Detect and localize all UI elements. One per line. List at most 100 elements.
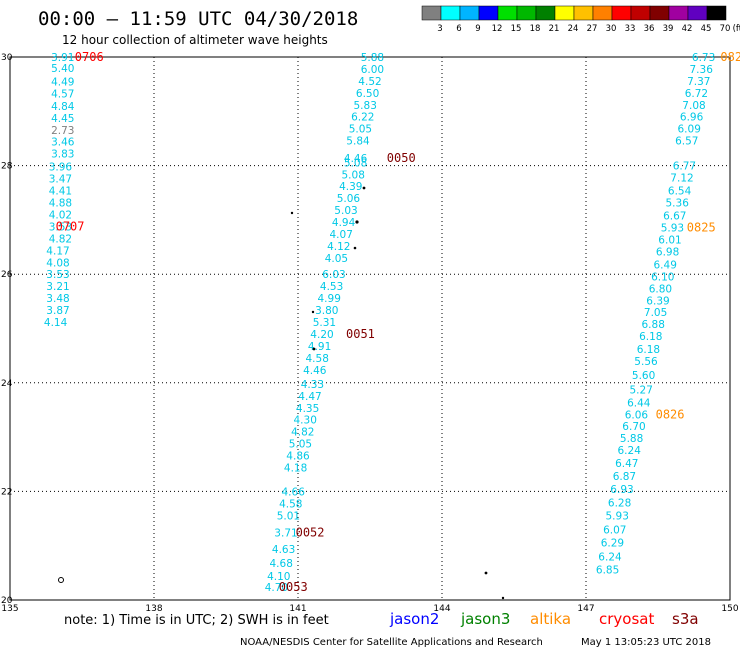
wave-height-value: 4.02 bbox=[49, 209, 72, 221]
wave-height-value: 4.07 bbox=[330, 229, 353, 241]
latitude-tick-label: 24 bbox=[1, 379, 13, 389]
wave-height-value: 4.33 bbox=[301, 379, 324, 391]
wave-height-value: 6.50 bbox=[356, 88, 379, 100]
wave-height-value: 6.44 bbox=[627, 397, 651, 409]
wave-height-value: 6.01 bbox=[658, 234, 681, 246]
colorbar-swatch bbox=[535, 5, 556, 21]
wave-height-value: 4.35 bbox=[296, 403, 319, 415]
satellite-legend-cryosat: cryosat bbox=[599, 610, 654, 628]
pass-time-label: 0050 bbox=[387, 151, 416, 165]
colorbar-label: 24 bbox=[568, 24, 579, 34]
island-marker bbox=[311, 310, 315, 314]
island-marker bbox=[58, 577, 64, 583]
wave-height-value: 5.83 bbox=[354, 100, 377, 112]
pass-time-label: 0825 bbox=[687, 221, 716, 235]
wave-height-value: 6.67 bbox=[663, 211, 686, 223]
wave-height-value: 6.00 bbox=[361, 64, 384, 76]
island-marker bbox=[501, 596, 505, 600]
colorbar-swatch bbox=[649, 5, 670, 21]
wave-height-value: 6.03 bbox=[322, 269, 345, 281]
wave-height-value: 6.54 bbox=[668, 186, 692, 198]
wave-height-value: 5.27 bbox=[630, 384, 653, 396]
altimeter-track: 6.737.367.376.727.086.966.096.57 6.777.12… bbox=[596, 50, 740, 577]
wave-height-value: 4.46 bbox=[344, 153, 368, 165]
colorbar-label: 3 bbox=[437, 24, 442, 34]
wave-height-value: 6.88 bbox=[642, 319, 665, 331]
pass-time-label: 0824 bbox=[720, 50, 740, 64]
wave-height-value: 5.60 bbox=[632, 370, 655, 382]
wave-height-value: 3.96 bbox=[49, 162, 73, 174]
island-marker bbox=[312, 347, 316, 351]
longitude-tick-label: 141 bbox=[289, 604, 306, 614]
wave-height-value: 6.93 bbox=[610, 484, 633, 496]
colorbar-label: 6 bbox=[456, 24, 461, 34]
island-marker bbox=[484, 571, 488, 575]
wave-height-value: 4.94 bbox=[332, 217, 356, 229]
colorbar-label: 15 bbox=[511, 24, 522, 34]
wave-height-value: 5.36 bbox=[666, 198, 690, 210]
longitude-tick-label: 144 bbox=[433, 604, 450, 614]
wave-height-value: 4.63 bbox=[272, 544, 295, 556]
satellite-legend-s3a: s3a bbox=[672, 610, 699, 628]
colorbar-swatch bbox=[459, 5, 480, 21]
wave-height-value: 4.17 bbox=[46, 245, 69, 257]
wave-height-value: 6.29 bbox=[601, 537, 624, 549]
altimeter-tracks: 3.915.404.494.574.844.452.733.463.833.96… bbox=[44, 50, 740, 594]
wave-height-value: 6.49 bbox=[654, 259, 677, 271]
island-marker bbox=[355, 220, 359, 224]
wave-height-value: 4.66 bbox=[282, 486, 306, 498]
wave-height-value: 4.99 bbox=[318, 293, 341, 305]
wave-height-value: 3.80 bbox=[315, 305, 338, 317]
wave-height-value: 6.28 bbox=[608, 497, 631, 509]
wave-height-value: 5.88 bbox=[620, 433, 643, 445]
wave-height-value: 4.39 bbox=[339, 181, 362, 193]
longitude-tick-label: 150 bbox=[721, 604, 738, 614]
wave-height-value: 4.88 bbox=[49, 198, 72, 210]
wave-height-value: 6.22 bbox=[351, 112, 374, 124]
colorbar-swatch bbox=[421, 5, 442, 21]
wave-height-value: 5.88 bbox=[361, 52, 384, 64]
wave-height-value: 6.73 bbox=[692, 52, 715, 64]
wave-height-value: 5.03 bbox=[334, 205, 357, 217]
wave-height-value: 3.46 bbox=[51, 137, 75, 149]
longitude-tick-label: 147 bbox=[577, 604, 594, 614]
wave-height-value: 7.05 bbox=[644, 307, 667, 319]
wave-height-value: 5.93 bbox=[606, 510, 629, 522]
colorbar-label: 70 bbox=[720, 24, 731, 34]
wave-height-value: 6.85 bbox=[596, 565, 619, 577]
colorbar-swatch bbox=[687, 5, 708, 21]
satellite-legend-altika: altika bbox=[530, 610, 571, 628]
pass-time-label: 0051 bbox=[346, 327, 375, 341]
wave-height-value: 4.53 bbox=[320, 281, 343, 293]
colorbar-label: 42 bbox=[682, 24, 693, 34]
satellite-legend-jason2: jason2 bbox=[389, 610, 439, 628]
pass-time-label: 0707 bbox=[56, 219, 85, 233]
wave-height-value: 3.53 bbox=[49, 221, 72, 233]
wave-height-value: 4.05 bbox=[325, 253, 348, 265]
colorbar-label: 33 bbox=[625, 24, 636, 34]
wave-height-value: 6.87 bbox=[613, 471, 636, 483]
wave-height-value: 6.09 bbox=[678, 124, 701, 136]
colorbar-swatch bbox=[668, 5, 689, 21]
wave-height-value: 7.12 bbox=[670, 173, 693, 185]
wave-height-value: 6.24 bbox=[598, 552, 622, 564]
wave-height-value: 6.06 bbox=[625, 409, 649, 421]
wave-height-value: 3.21 bbox=[46, 281, 69, 293]
latitude-tick-label: 26 bbox=[1, 270, 13, 280]
wave-height-value: 6.18 bbox=[637, 344, 660, 356]
wave-height-value: 4.86 bbox=[286, 451, 310, 463]
wave-height-value: 4.68 bbox=[270, 558, 293, 570]
wave-height-value: 6.80 bbox=[649, 283, 672, 295]
wave-height-value: 4.41 bbox=[49, 186, 72, 198]
wave-height-value: 4.20 bbox=[310, 329, 333, 341]
colorbar-label: 39 bbox=[663, 24, 674, 34]
colorbar-swatch bbox=[516, 5, 537, 21]
lat-lon-grid bbox=[10, 57, 730, 600]
colorbar-label: 21 bbox=[549, 24, 560, 34]
wave-height-value: 6.24 bbox=[618, 445, 642, 457]
wave-height-value: 7.08 bbox=[682, 100, 705, 112]
colorbar-label: 45 bbox=[701, 24, 712, 34]
colorbar-swatch bbox=[440, 5, 461, 21]
